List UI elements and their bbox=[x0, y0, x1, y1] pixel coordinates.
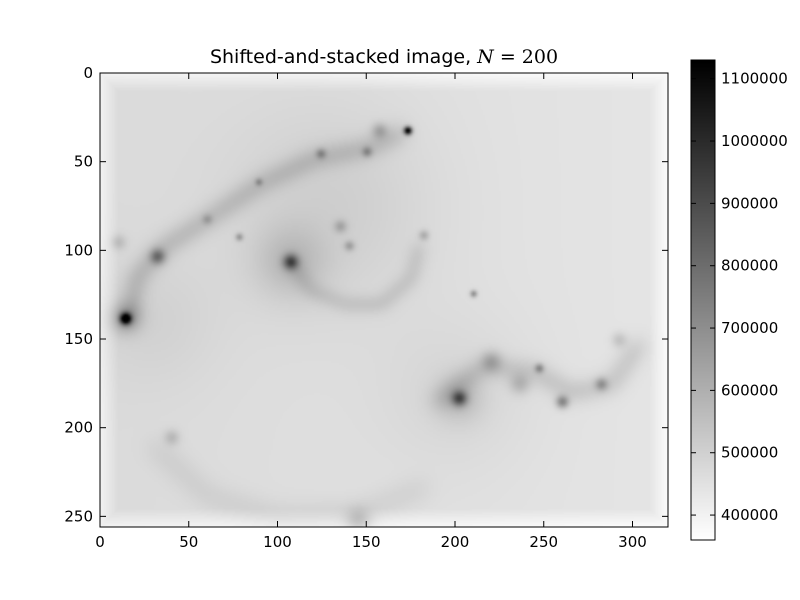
title-math-eq: = bbox=[493, 46, 522, 68]
chart-title-math: N = 200 bbox=[477, 46, 558, 68]
plot-frame bbox=[99, 72, 669, 528]
colorbar-tick-label: 800000 bbox=[721, 257, 778, 275]
colorbar-tick-label: 1000000 bbox=[721, 132, 788, 150]
y-tick-label: 200 bbox=[64, 419, 93, 437]
colorbar-tick-label: 600000 bbox=[721, 381, 778, 399]
x-tick-label: 0 bbox=[95, 533, 105, 551]
chart-title: Shifted-and-stacked image, N = 200 bbox=[100, 46, 668, 68]
title-math-value: 200 bbox=[521, 46, 559, 68]
colorbar-frame bbox=[690, 59, 716, 541]
x-tick-label: 100 bbox=[263, 533, 292, 551]
y-axis: 0 50 100 150 200 250 bbox=[64, 64, 668, 525]
x-tick-label: 150 bbox=[352, 533, 381, 551]
colorbar-image bbox=[691, 60, 715, 540]
chart-title-text: Shifted-and-stacked image, bbox=[209, 46, 478, 68]
colorbar-tick-label: 1100000 bbox=[721, 70, 788, 88]
colorbar-tick-label: 900000 bbox=[721, 194, 778, 212]
x-tick-label: 50 bbox=[179, 533, 198, 551]
y-tick-label: 250 bbox=[64, 507, 93, 525]
y-tick-label: 50 bbox=[74, 153, 93, 171]
colorbar-axis: 400000 500000 600000 700000 800000 900000 1000… bbox=[691, 70, 788, 524]
title-math-var: N bbox=[477, 46, 494, 68]
colorbar-tick-label: 400000 bbox=[721, 506, 778, 524]
x-tick-label: 300 bbox=[618, 533, 647, 551]
y-tick-label: 100 bbox=[64, 241, 93, 259]
y-tick-label: 150 bbox=[64, 330, 93, 348]
colorbar-tick-label: 500000 bbox=[721, 444, 778, 462]
colorbar-tick-label: 700000 bbox=[721, 319, 778, 337]
heatmap-image bbox=[100, 73, 668, 527]
y-tick-label: 0 bbox=[83, 64, 93, 82]
x-tick-label: 250 bbox=[529, 533, 558, 551]
x-tick-label: 200 bbox=[441, 533, 470, 551]
x-axis: 0 50 100 150 200 250 300 bbox=[95, 73, 647, 551]
